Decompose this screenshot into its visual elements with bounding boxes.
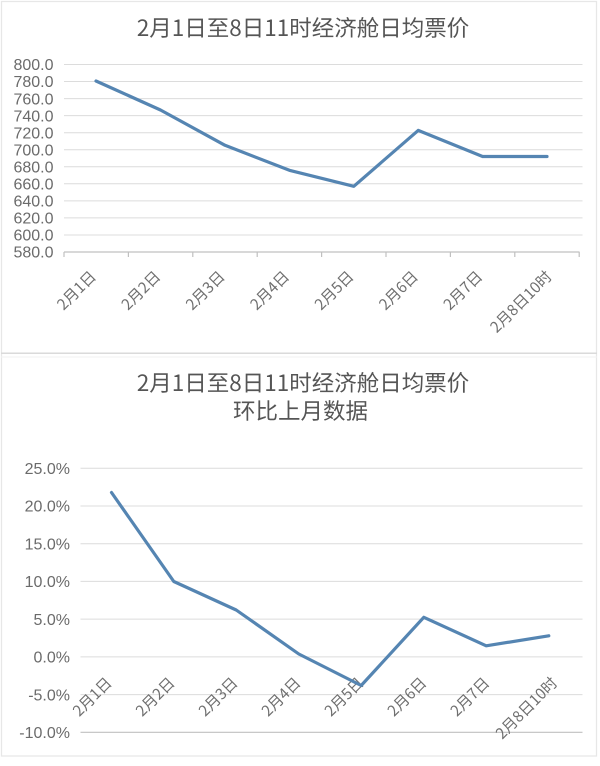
svg-text:15.0%: 15.0% bbox=[25, 536, 70, 553]
svg-text:760.0: 760.0 bbox=[13, 91, 53, 108]
svg-text:-5.0%: -5.0% bbox=[28, 687, 70, 704]
svg-text:25.0%: 25.0% bbox=[25, 461, 70, 478]
svg-text:600.0: 600.0 bbox=[13, 228, 53, 245]
svg-text:0.0%: 0.0% bbox=[34, 650, 70, 667]
svg-text:680.0: 680.0 bbox=[13, 160, 53, 177]
svg-text:20.0%: 20.0% bbox=[25, 499, 70, 516]
svg-text:5.0%: 5.0% bbox=[34, 612, 70, 629]
svg-text:640.0: 640.0 bbox=[13, 194, 53, 211]
svg-text:800.0: 800.0 bbox=[13, 57, 53, 74]
svg-text:580.0: 580.0 bbox=[13, 245, 53, 262]
svg-text:720.0: 720.0 bbox=[13, 125, 53, 142]
svg-text:700.0: 700.0 bbox=[13, 142, 53, 159]
svg-text:620.0: 620.0 bbox=[13, 211, 53, 228]
svg-text:-10.0%: -10.0% bbox=[19, 725, 70, 742]
svg-text:660.0: 660.0 bbox=[13, 177, 53, 194]
svg-text:740.0: 740.0 bbox=[13, 108, 53, 125]
svg-text:10.0%: 10.0% bbox=[25, 574, 70, 591]
svg-text:780.0: 780.0 bbox=[13, 74, 53, 91]
